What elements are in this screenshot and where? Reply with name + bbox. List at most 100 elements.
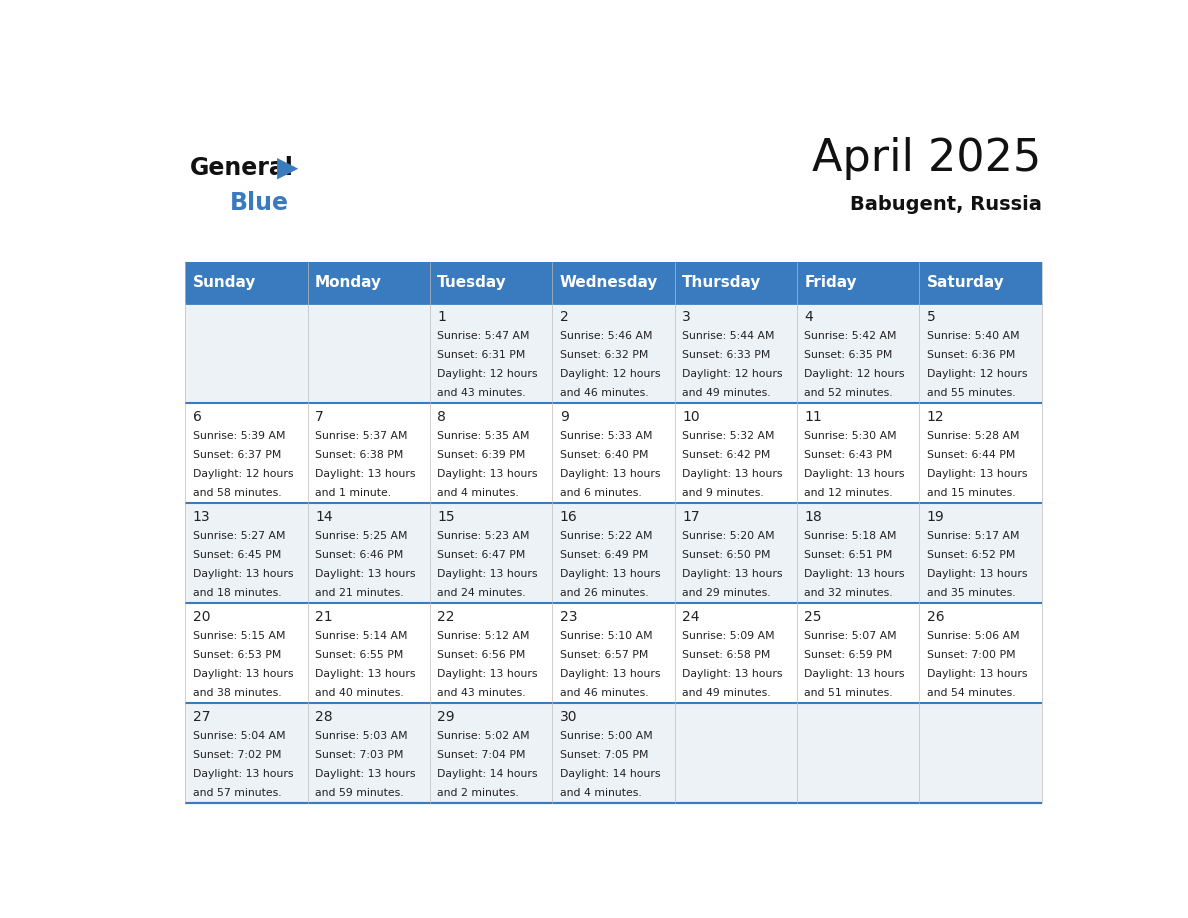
Text: 10: 10 <box>682 410 700 424</box>
Bar <box>920 503 1042 603</box>
Bar <box>185 603 308 703</box>
Text: Sunset: 6:59 PM: Sunset: 6:59 PM <box>804 650 892 660</box>
Text: 4: 4 <box>804 310 813 324</box>
Text: Sunrise: 5:30 AM: Sunrise: 5:30 AM <box>804 431 897 442</box>
Bar <box>308 403 430 503</box>
Text: Sunrise: 5:27 AM: Sunrise: 5:27 AM <box>192 532 285 541</box>
Bar <box>308 503 430 603</box>
Bar <box>430 403 552 503</box>
Bar <box>920 303 1042 403</box>
Text: 25: 25 <box>804 610 822 624</box>
Text: Sunset: 6:37 PM: Sunset: 6:37 PM <box>192 450 282 460</box>
Text: Sunset: 7:02 PM: Sunset: 7:02 PM <box>192 750 282 760</box>
Text: Sunset: 7:03 PM: Sunset: 7:03 PM <box>315 750 404 760</box>
Bar <box>308 603 430 703</box>
Bar <box>675 603 797 703</box>
Text: Daylight: 13 hours: Daylight: 13 hours <box>315 569 416 579</box>
Text: Sunset: 6:49 PM: Sunset: 6:49 PM <box>560 550 647 560</box>
Bar <box>675 703 797 803</box>
Text: 13: 13 <box>192 510 210 524</box>
Text: Daylight: 13 hours: Daylight: 13 hours <box>927 669 1028 679</box>
Bar <box>308 303 430 403</box>
Text: Daylight: 13 hours: Daylight: 13 hours <box>437 669 538 679</box>
Text: Sunset: 6:33 PM: Sunset: 6:33 PM <box>682 350 770 360</box>
Text: Sunrise: 5:20 AM: Sunrise: 5:20 AM <box>682 532 775 541</box>
Text: Sunrise: 5:09 AM: Sunrise: 5:09 AM <box>682 631 775 641</box>
Text: Sunset: 6:43 PM: Sunset: 6:43 PM <box>804 450 892 460</box>
Text: Sunset: 6:50 PM: Sunset: 6:50 PM <box>682 550 771 560</box>
Text: Sunset: 6:32 PM: Sunset: 6:32 PM <box>560 350 647 360</box>
Text: Sunrise: 5:10 AM: Sunrise: 5:10 AM <box>560 631 652 641</box>
Text: Sunset: 6:47 PM: Sunset: 6:47 PM <box>437 550 526 560</box>
Bar <box>552 703 675 803</box>
Text: Sunset: 6:53 PM: Sunset: 6:53 PM <box>192 650 282 660</box>
Text: and 43 minutes.: and 43 minutes. <box>437 388 526 398</box>
Text: 24: 24 <box>682 610 700 624</box>
Text: Sunrise: 5:00 AM: Sunrise: 5:00 AM <box>560 731 652 741</box>
Text: Sunset: 6:42 PM: Sunset: 6:42 PM <box>682 450 770 460</box>
Bar <box>185 263 1042 303</box>
Text: 2: 2 <box>560 310 568 324</box>
Text: Daylight: 12 hours: Daylight: 12 hours <box>682 369 783 379</box>
Text: Sunrise: 5:14 AM: Sunrise: 5:14 AM <box>315 631 407 641</box>
Text: Sunset: 6:56 PM: Sunset: 6:56 PM <box>437 650 526 660</box>
Text: Sunset: 6:58 PM: Sunset: 6:58 PM <box>682 650 770 660</box>
Text: and 59 minutes.: and 59 minutes. <box>315 788 404 798</box>
Text: and 52 minutes.: and 52 minutes. <box>804 388 893 398</box>
Text: 7: 7 <box>315 410 324 424</box>
Bar <box>185 503 308 603</box>
Text: 16: 16 <box>560 510 577 524</box>
Text: and 49 minutes.: and 49 minutes. <box>682 388 771 398</box>
Bar <box>797 703 920 803</box>
Bar <box>797 403 920 503</box>
Bar <box>552 403 675 503</box>
Text: and 18 minutes.: and 18 minutes. <box>192 588 282 598</box>
Text: Daylight: 12 hours: Daylight: 12 hours <box>927 369 1028 379</box>
Text: 19: 19 <box>927 510 944 524</box>
Text: 27: 27 <box>192 710 210 724</box>
Text: and 4 minutes.: and 4 minutes. <box>560 788 642 798</box>
Text: 21: 21 <box>315 610 333 624</box>
Text: Sunset: 6:36 PM: Sunset: 6:36 PM <box>927 350 1015 360</box>
Text: 11: 11 <box>804 410 822 424</box>
Text: Tuesday: Tuesday <box>437 275 507 290</box>
Text: 8: 8 <box>437 410 447 424</box>
Text: and 24 minutes.: and 24 minutes. <box>437 588 526 598</box>
Text: Saturday: Saturday <box>927 275 1004 290</box>
Text: Daylight: 13 hours: Daylight: 13 hours <box>560 469 661 479</box>
Text: Sunrise: 5:15 AM: Sunrise: 5:15 AM <box>192 631 285 641</box>
Text: Sunrise: 5:07 AM: Sunrise: 5:07 AM <box>804 631 897 641</box>
Text: ▶: ▶ <box>278 154 298 182</box>
Text: Sunset: 6:40 PM: Sunset: 6:40 PM <box>560 450 649 460</box>
Text: and 46 minutes.: and 46 minutes. <box>560 688 649 698</box>
Text: Sunset: 7:05 PM: Sunset: 7:05 PM <box>560 750 649 760</box>
Text: Daylight: 12 hours: Daylight: 12 hours <box>192 469 293 479</box>
Text: Blue: Blue <box>229 192 289 216</box>
Text: Sunrise: 5:12 AM: Sunrise: 5:12 AM <box>437 631 530 641</box>
Text: 1: 1 <box>437 310 447 324</box>
Text: April 2025: April 2025 <box>813 137 1042 180</box>
Bar <box>920 703 1042 803</box>
Text: 9: 9 <box>560 410 569 424</box>
Bar <box>797 603 920 703</box>
Text: and 29 minutes.: and 29 minutes. <box>682 588 771 598</box>
Bar <box>552 303 675 403</box>
Text: and 43 minutes.: and 43 minutes. <box>437 688 526 698</box>
Text: 29: 29 <box>437 710 455 724</box>
Text: Sunset: 6:46 PM: Sunset: 6:46 PM <box>315 550 404 560</box>
Text: Monday: Monday <box>315 275 383 290</box>
Text: Daylight: 14 hours: Daylight: 14 hours <box>560 769 661 779</box>
Text: and 57 minutes.: and 57 minutes. <box>192 788 282 798</box>
Text: and 15 minutes.: and 15 minutes. <box>927 488 1016 498</box>
Text: 6: 6 <box>192 410 202 424</box>
Text: Daylight: 13 hours: Daylight: 13 hours <box>682 669 783 679</box>
Text: Daylight: 13 hours: Daylight: 13 hours <box>804 469 905 479</box>
Text: and 9 minutes.: and 9 minutes. <box>682 488 764 498</box>
Text: Daylight: 13 hours: Daylight: 13 hours <box>315 469 416 479</box>
Text: Sunset: 6:45 PM: Sunset: 6:45 PM <box>192 550 282 560</box>
Bar <box>675 503 797 603</box>
Text: 26: 26 <box>927 610 944 624</box>
Text: Sunset: 6:51 PM: Sunset: 6:51 PM <box>804 550 892 560</box>
Text: Daylight: 13 hours: Daylight: 13 hours <box>192 569 293 579</box>
Text: Sunrise: 5:32 AM: Sunrise: 5:32 AM <box>682 431 775 442</box>
